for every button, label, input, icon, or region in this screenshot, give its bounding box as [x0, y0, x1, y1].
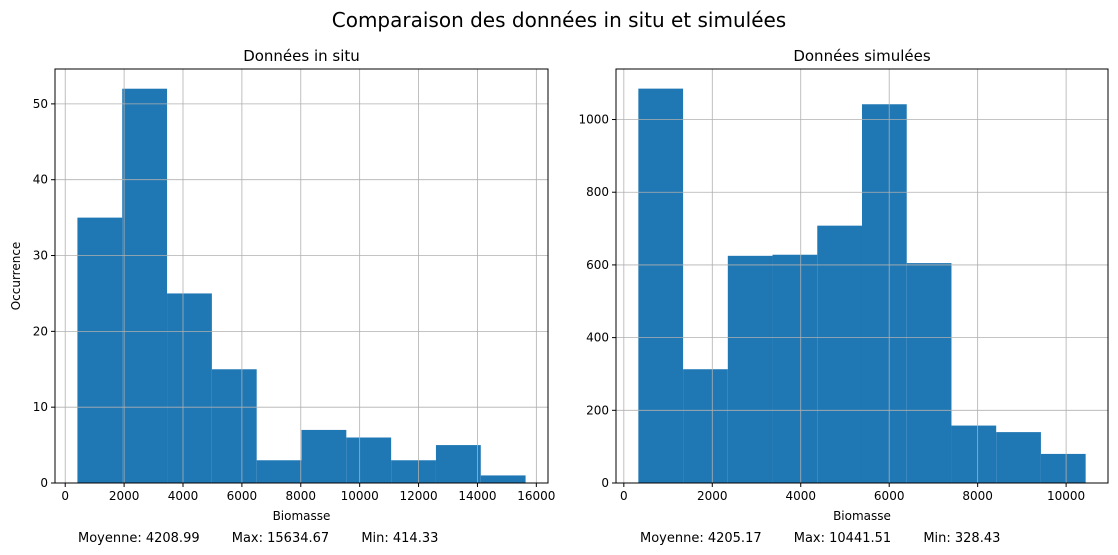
histogram-bar — [301, 429, 347, 483]
y-tick-label: 10 — [33, 400, 48, 414]
stat-min: Min: 328.43 — [923, 531, 1001, 546]
histogram-bar — [211, 369, 257, 483]
x-tick-label: 4000 — [785, 489, 816, 503]
histogram-bar — [167, 293, 212, 483]
histogram-bar — [638, 88, 684, 483]
x-tick-label: 6000 — [874, 489, 905, 503]
y-tick-label: 50 — [33, 97, 48, 111]
histogram-bar — [1040, 453, 1086, 483]
stat-max: Max: 15634.67 — [231, 531, 330, 546]
chart-panel-1: 0 2000 4000 6000 8000 10000 12000 14000 16000 0 10… — [9, 47, 555, 523]
y-tick-label: 0 — [40, 476, 48, 490]
x-tick-label: 2000 — [697, 489, 728, 503]
histogram-bar — [906, 263, 952, 483]
x-tick-label: 10000 — [1047, 489, 1085, 503]
x-tick-label: 4000 — [168, 489, 199, 503]
histogram-bar — [77, 217, 123, 483]
y-tick-label: 400 — [586, 331, 609, 345]
x-axis-label: Biomasse — [833, 509, 891, 523]
stat-min: Min: 414.33 — [361, 531, 439, 546]
y-tick-label: 30 — [33, 249, 48, 263]
y-axis-label: Occurrence — [9, 242, 23, 311]
y-tick-label: 200 — [586, 403, 609, 417]
x-tick-label: 0 — [61, 489, 69, 503]
y-tick-label: 0 — [601, 476, 609, 490]
y-tick-label: 40 — [33, 173, 48, 187]
y-tick-label: 1000 — [578, 113, 609, 127]
stat-mean: Moyenne: 4205.17 — [640, 531, 762, 546]
x-tick-label: 8000 — [962, 489, 993, 503]
y-tick-label: 600 — [586, 258, 609, 272]
y-tick-label: 800 — [586, 185, 609, 199]
x-tick-label: 14000 — [458, 489, 496, 503]
histogram-bar — [817, 225, 862, 483]
chart-title: Données simulées — [793, 47, 931, 65]
histogram-bar — [951, 425, 997, 483]
histogram-bar — [727, 255, 773, 483]
x-tick-label: 8000 — [286, 489, 317, 503]
x-tick-label: 2000 — [109, 489, 140, 503]
histogram-bar — [346, 437, 392, 483]
axes-frame — [615, 68, 1109, 484]
histogram-bar — [391, 460, 436, 483]
chart-title: Données in situ — [243, 47, 360, 65]
histogram-bar — [861, 104, 907, 484]
x-tick-label: 6000 — [227, 489, 258, 503]
y-tick-label: 20 — [33, 324, 48, 338]
histogram-bar — [435, 445, 481, 483]
stat-mean: Moyenne: 4208.99 — [78, 531, 200, 546]
figure-title: Comparaison des données in situ et simul… — [331, 8, 787, 32]
histogram-bar — [256, 460, 302, 483]
stats-simulated: Moyenne: 4205.17 Max: 10441.51 Min: 328.… — [640, 531, 1028, 546]
axes-frame — [54, 68, 549, 484]
histogram-bar — [122, 88, 168, 483]
chart-panel-2: 0 2000 4000 6000 8000 10000 0 200 400 600 800 1000 D… — [578, 47, 1109, 523]
histogram-bar — [683, 369, 728, 483]
histogram-bar — [772, 254, 818, 483]
histogram-bar — [996, 432, 1041, 483]
x-axis-label: Biomasse — [273, 509, 331, 523]
x-tick-label: 10000 — [341, 489, 379, 503]
x-tick-label: 0 — [620, 489, 628, 503]
stats-in-situ: Moyenne: 4208.99 Max: 15634.67 Min: 414.… — [78, 531, 466, 546]
x-tick-label: 12000 — [399, 489, 437, 503]
histogram-bar — [480, 475, 526, 483]
x-tick-label: 16000 — [517, 489, 555, 503]
stat-max: Max: 10441.51 — [793, 531, 892, 546]
